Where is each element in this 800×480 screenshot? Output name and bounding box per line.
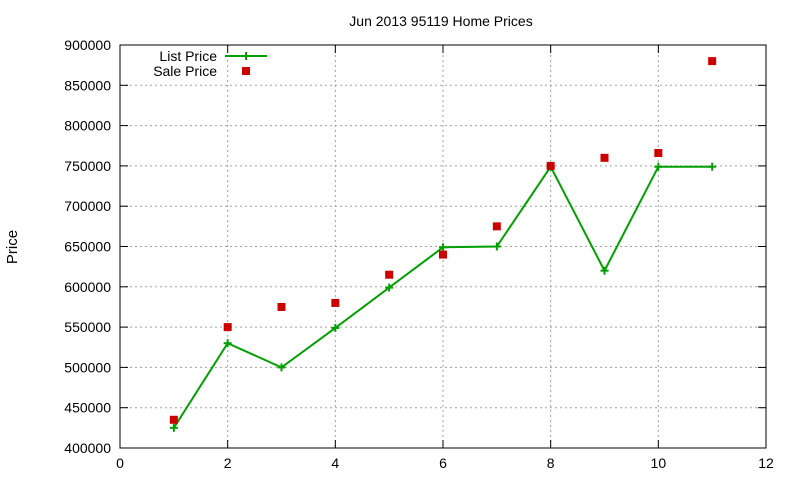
data-point (708, 57, 717, 66)
data-point (385, 283, 394, 292)
data-point (439, 243, 447, 252)
x-tick-label: 10 (651, 455, 667, 471)
y-tick-label: 700000 (64, 198, 111, 214)
y-tick-label: 400000 (64, 440, 111, 456)
series-sale-price (169, 57, 717, 424)
y-tick-label: 750000 (64, 158, 111, 174)
data-point (223, 323, 232, 332)
legend-item: List Price (159, 48, 267, 64)
y-tick-label: 900000 (64, 37, 111, 53)
legend-item: Sale Price (153, 63, 250, 79)
x-tick-label: 6 (439, 455, 447, 471)
data-point (600, 153, 609, 162)
y-tick-label: 550000 (64, 319, 111, 335)
data-point (600, 266, 609, 275)
data-point (492, 242, 501, 251)
y-tick-label: 500000 (64, 359, 111, 375)
x-tick-label: 8 (547, 455, 555, 471)
x-tick-label: 0 (116, 455, 124, 471)
data-point (492, 222, 501, 231)
data-point (654, 162, 663, 171)
data-point (223, 339, 232, 348)
data-point (277, 302, 286, 311)
axis-tick-labels: 400000 450000 500000 550000 600000 650000 7000… (64, 37, 774, 471)
y-tick-label: 450000 (64, 400, 111, 416)
y-axis-label: Price (4, 230, 21, 264)
y-tick-label: 850000 (64, 77, 111, 93)
legend-swatch-marker (242, 52, 250, 60)
data-point (331, 298, 340, 307)
chart-title: Jun 2013 95119 Home Prices (349, 13, 532, 29)
y-tick-label: 650000 (64, 239, 111, 255)
legend-label: Sale Price (153, 63, 217, 79)
x-tick-label: 2 (224, 455, 232, 471)
data-point (277, 363, 286, 372)
legend-label: List Price (159, 48, 217, 64)
x-tick-label: 12 (758, 455, 774, 471)
data-point (546, 161, 555, 170)
x-tick-label: 4 (331, 455, 339, 471)
data-point (708, 162, 717, 171)
data-point (169, 415, 178, 424)
legend-swatch-marker (242, 67, 250, 75)
y-tick-label: 600000 (64, 279, 111, 295)
plot-frame (119, 44, 767, 449)
y-tick-label: 800000 (64, 118, 111, 134)
data-point (331, 323, 340, 332)
data-point (385, 270, 394, 279)
data-point (654, 149, 663, 158)
series-layer (169, 57, 717, 432)
data-point (439, 250, 447, 259)
data-point (169, 423, 178, 432)
